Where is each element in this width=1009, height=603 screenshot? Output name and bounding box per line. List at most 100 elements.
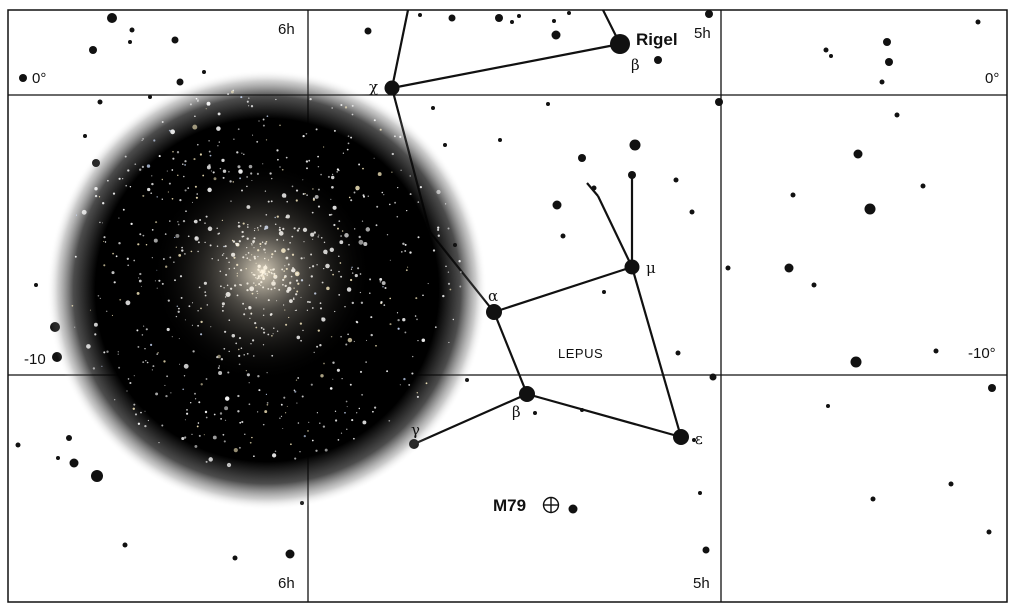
cluster-star: [404, 243, 407, 246]
field-star: [715, 98, 723, 106]
greek-label-beta: β: [512, 403, 521, 421]
cluster-star: [179, 363, 181, 365]
cluster-star: [137, 277, 140, 279]
cluster-star: [316, 412, 318, 414]
cluster-star: [296, 402, 298, 404]
cluster-star: [322, 146, 325, 148]
cluster-star: [308, 421, 310, 424]
cluster-star: [437, 234, 440, 237]
cluster-star: [346, 406, 348, 408]
cluster-star: [209, 154, 212, 157]
constellation-line: [390, 9, 410, 89]
cluster-star: [406, 209, 408, 212]
cluster-star: [391, 152, 394, 156]
cluster-star: [361, 393, 364, 396]
cluster-star: [191, 433, 193, 436]
cluster-star: [307, 430, 309, 432]
cluster-star: [168, 129, 171, 132]
ra-label-5h-top: 5h: [694, 25, 711, 42]
cluster-star: [379, 277, 383, 281]
cluster-star: [208, 164, 211, 167]
star-epsilon: [673, 429, 689, 445]
field-star: [948, 481, 954, 487]
cluster-star: [324, 448, 328, 452]
cluster-star: [129, 381, 132, 385]
cluster-star: [164, 384, 166, 386]
cluster-star: [124, 155, 127, 158]
field-star: [128, 40, 132, 44]
cluster-star: [217, 112, 221, 116]
cluster-star: [251, 436, 253, 439]
cluster-star: [322, 425, 326, 428]
cluster-star: [118, 366, 121, 369]
cluster-star: [213, 413, 216, 416]
star-lepus-top: [628, 171, 636, 179]
cluster-star: [294, 390, 297, 393]
cluster-star: [171, 197, 174, 200]
field-star: [933, 348, 939, 354]
field-star: [66, 435, 72, 441]
cluster-star: [166, 170, 168, 172]
cluster-star: [396, 215, 399, 218]
cluster-star: [137, 345, 140, 348]
cluster-star: [183, 375, 186, 377]
cluster-star: [372, 410, 374, 413]
cluster-star: [223, 440, 226, 443]
cluster-star: [217, 145, 219, 147]
star-rigel: [610, 34, 630, 54]
cluster-star: [344, 106, 348, 109]
cluster-star: [240, 96, 243, 99]
cluster-star: [170, 129, 176, 135]
field-star: [975, 19, 981, 25]
cluster-star: [216, 126, 221, 131]
field-star: [578, 154, 586, 162]
field-star: [705, 10, 713, 18]
cluster-star: [383, 194, 385, 196]
cluster-star: [347, 142, 350, 145]
cluster-star: [125, 184, 128, 187]
cluster-star: [156, 353, 159, 355]
cluster-star: [205, 378, 208, 380]
cluster-star: [142, 138, 144, 140]
cluster-star: [117, 353, 119, 355]
field-star: [870, 496, 876, 502]
field-star: [107, 13, 117, 23]
cluster-star: [103, 240, 105, 242]
cluster-star: [133, 259, 136, 262]
cluster-star: [447, 282, 451, 285]
cluster-star: [151, 182, 154, 186]
cluster-star: [262, 124, 265, 127]
cluster-star: [301, 395, 304, 398]
ra-label-6h-bottom: 6h: [278, 575, 295, 592]
cluster-star: [389, 259, 391, 261]
field-star: [552, 200, 562, 210]
field-star: [850, 356, 862, 368]
cluster-star: [353, 437, 355, 440]
cluster-star: [400, 251, 403, 253]
field-star: [83, 134, 87, 138]
cluster-star: [99, 297, 101, 299]
constellation-line: [586, 182, 599, 197]
cluster-star: [184, 189, 187, 192]
cluster-star: [143, 325, 145, 327]
cluster-star: [283, 396, 286, 399]
field-star: [56, 456, 60, 460]
cluster-star: [414, 315, 417, 317]
cluster-star: [94, 187, 98, 191]
cluster-star: [351, 104, 354, 107]
cluster-star: [409, 251, 412, 254]
cluster-star: [310, 383, 313, 386]
cluster-star: [262, 118, 265, 121]
cluster-star: [224, 406, 229, 411]
cluster-star: [117, 351, 119, 353]
dec-label-0-right: 0°: [985, 70, 999, 87]
cluster-star: [136, 329, 139, 332]
cluster-star: [388, 203, 391, 206]
field-star: [885, 58, 893, 66]
cluster-star: [208, 457, 213, 462]
cluster-star: [447, 227, 450, 230]
cluster-star: [153, 139, 156, 142]
cluster-star: [126, 257, 129, 260]
cluster-star: [186, 409, 188, 411]
cluster-star: [295, 379, 298, 381]
